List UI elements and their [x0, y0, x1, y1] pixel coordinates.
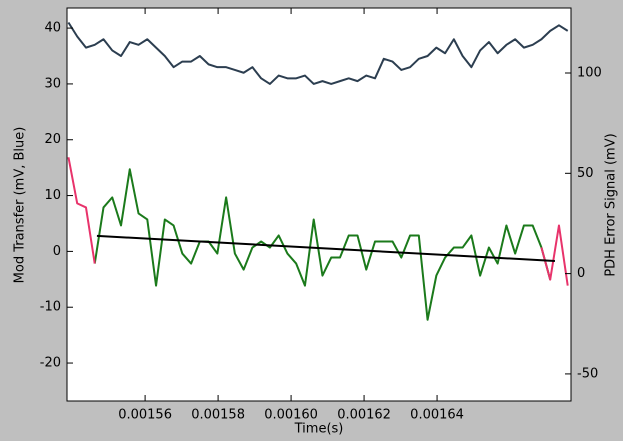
y-tick-label: 0	[53, 244, 61, 259]
y2-tick-label: -50	[577, 366, 598, 381]
series-line	[67, 157, 569, 286]
x-tick-label: 0.00164	[410, 408, 464, 423]
y2-tick-label: 100	[577, 65, 602, 80]
x-tick-label: 0.00156	[118, 408, 172, 423]
plot-frame	[66, 7, 572, 402]
y-tick-label: 20	[44, 132, 61, 147]
x-tick-label: 0.00162	[337, 408, 391, 423]
y2-tick-label: 50	[577, 166, 594, 181]
x-tick-label: 0.00158	[191, 408, 245, 423]
y-axis-label: Mod Transfer (mV, Blue)	[13, 127, 28, 284]
y2-axis-label: PDH Error Signal (mV)	[604, 133, 619, 276]
series-line	[96, 234, 555, 262]
y-tick-label: 30	[44, 76, 61, 91]
y2-tick-label: 0	[577, 266, 585, 281]
y-tick-label: -10	[40, 300, 61, 315]
y-tick-label: 40	[44, 21, 61, 36]
series-line	[93, 168, 552, 321]
x-axis-label: Time(s)	[294, 422, 344, 437]
y-tick-label: -20	[40, 356, 61, 371]
x-tick-label: 0.00160	[264, 408, 318, 423]
series-line	[67, 21, 569, 85]
plot-area	[66, 7, 572, 402]
y-tick-label: 10	[44, 188, 61, 203]
marks	[67, 21, 569, 321]
